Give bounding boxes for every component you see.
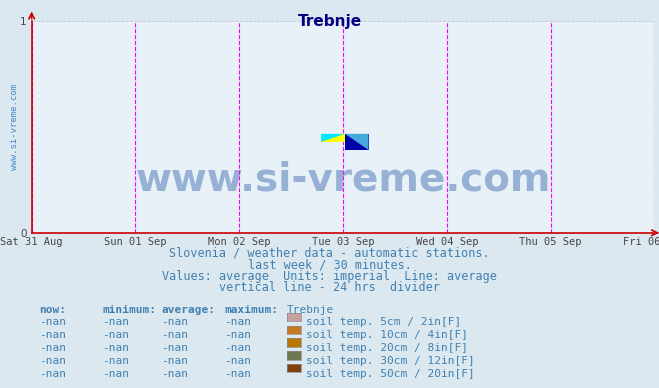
Text: Values: average  Units: imperial  Line: average: Values: average Units: imperial Line: av… xyxy=(162,270,497,283)
Text: -nan: -nan xyxy=(161,317,188,327)
Text: soil temp. 20cm / 8in[F]: soil temp. 20cm / 8in[F] xyxy=(306,343,469,353)
Text: soil temp. 50cm / 20in[F]: soil temp. 50cm / 20in[F] xyxy=(306,369,475,379)
Text: soil temp. 5cm / 2in[F]: soil temp. 5cm / 2in[F] xyxy=(306,317,462,327)
Text: -nan: -nan xyxy=(102,317,129,327)
Text: -nan: -nan xyxy=(161,330,188,340)
Text: www.si-vreme.com: www.si-vreme.com xyxy=(135,161,551,199)
Bar xyxy=(321,134,345,142)
Polygon shape xyxy=(321,134,345,142)
Text: Slovenia / weather data - automatic stations.: Slovenia / weather data - automatic stat… xyxy=(169,246,490,260)
Text: Trebnje: Trebnje xyxy=(287,305,334,315)
Text: maximum:: maximum: xyxy=(224,305,278,315)
Text: soil temp. 30cm / 12in[F]: soil temp. 30cm / 12in[F] xyxy=(306,356,475,366)
Text: -nan: -nan xyxy=(40,369,67,379)
Text: last week / 30 minutes.: last week / 30 minutes. xyxy=(248,258,411,271)
Text: -nan: -nan xyxy=(102,356,129,366)
Text: -nan: -nan xyxy=(161,356,188,366)
Text: average:: average: xyxy=(161,305,215,315)
Text: -nan: -nan xyxy=(40,317,67,327)
Text: -nan: -nan xyxy=(102,369,129,379)
Text: vertical line - 24 hrs  divider: vertical line - 24 hrs divider xyxy=(219,281,440,294)
Text: -nan: -nan xyxy=(40,343,67,353)
Text: -nan: -nan xyxy=(161,369,188,379)
Polygon shape xyxy=(345,134,368,150)
Text: -nan: -nan xyxy=(102,330,129,340)
Text: -nan: -nan xyxy=(40,356,67,366)
Text: minimum:: minimum: xyxy=(102,305,156,315)
Text: -nan: -nan xyxy=(224,369,251,379)
Text: -nan: -nan xyxy=(224,330,251,340)
Text: -nan: -nan xyxy=(224,343,251,353)
Text: -nan: -nan xyxy=(224,317,251,327)
Text: -nan: -nan xyxy=(161,343,188,353)
Text: soil temp. 10cm / 4in[F]: soil temp. 10cm / 4in[F] xyxy=(306,330,469,340)
Text: now:: now: xyxy=(40,305,67,315)
Text: Trebnje: Trebnje xyxy=(297,14,362,29)
Text: -nan: -nan xyxy=(102,343,129,353)
Text: -nan: -nan xyxy=(40,330,67,340)
Text: -nan: -nan xyxy=(224,356,251,366)
Bar xyxy=(345,134,368,150)
Y-axis label: www.si-vreme.com: www.si-vreme.com xyxy=(10,84,18,170)
